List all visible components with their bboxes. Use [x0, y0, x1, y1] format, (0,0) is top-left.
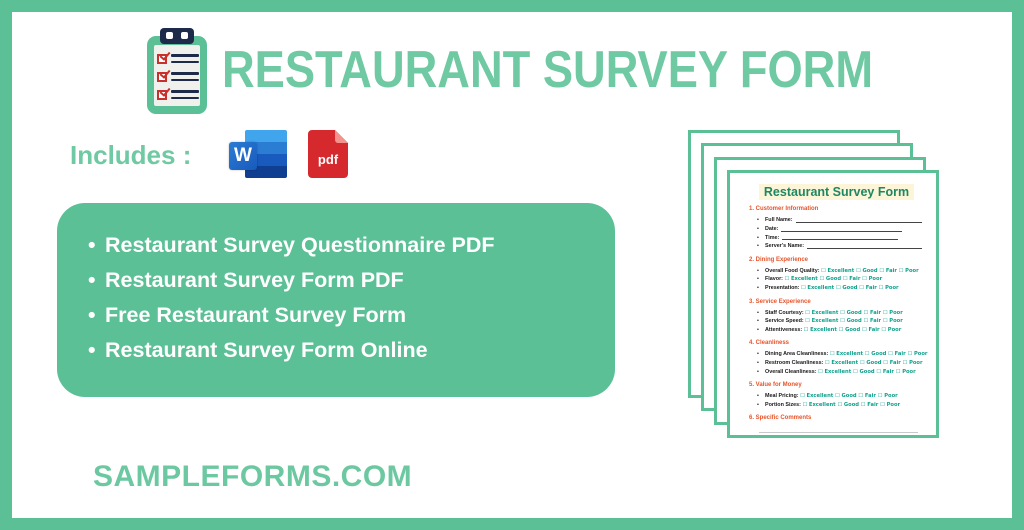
doc-rating-options: ☐ Excellent ☐ Good ☐ Fair ☐ Poor — [805, 309, 903, 316]
doc-rating-label: Dining Area Cleanliness: — [765, 351, 830, 358]
doc-rating-row: Overall Cleanliness: ☐ Excellent ☐ Good … — [757, 368, 924, 377]
doc-field-row: Full Name: — [757, 216, 924, 225]
doc-rating-row: Attentiveness: ☐ Excellent ☐ Good ☐ Fair… — [757, 326, 924, 335]
doc-field-row: Date: — [757, 225, 924, 234]
comments-line — [759, 432, 918, 434]
word-file-icon: W — [227, 130, 287, 178]
website-brand: SAMPLEFORMS.COM — [93, 460, 413, 493]
doc-rating-label: Attentiveness: — [765, 326, 804, 333]
doc-rating-list: Overall Food Quality: ☐ Excellent ☐ Good… — [749, 267, 924, 293]
doc-rating-options: ☐ Excellent ☐ Good ☐ Fair ☐ Poor — [818, 368, 916, 375]
text-lines — [171, 90, 199, 99]
doc-rating-row: Restroom Cleanliness: ☐ Excellent ☐ Good… — [757, 359, 924, 368]
doc-field-row: Time: — [757, 234, 924, 243]
checklist-row — [157, 70, 199, 83]
pdf-folded-corner — [335, 130, 348, 143]
doc-rating-options: ☐ Excellent ☐ Good ☐ Fair ☐ Poor — [784, 276, 883, 283]
highlight-item: Restaurant Survey Questionnaire PDF — [88, 228, 495, 263]
checklist-row — [157, 52, 199, 65]
page-title: RESTAURANT SURVEY FORM — [222, 41, 874, 99]
doc-rating-label: Flavor: — [765, 276, 785, 283]
document-preview-stack: Restaurant Survey Form 1. Customer Infor… — [688, 130, 948, 442]
doc-rating-row: Presentation: ☐ Excellent ☐ Good ☐ Fair … — [757, 284, 924, 293]
clipboard-checklist-rows — [157, 52, 199, 101]
doc-rating-row: Dining Area Cleanliness: ☐ Excellent ☐ G… — [757, 350, 927, 359]
doc-field-label: Server's Name: — [765, 243, 805, 250]
doc-rating-options: ☐ Excellent ☐ Good ☐ Fair ☐ Poor — [821, 267, 919, 274]
doc-rating-options: ☐ Excellent ☐ Good ☐ Fair ☐ Poor — [803, 326, 902, 333]
word-icon-letter: W — [229, 142, 257, 170]
highlights-list: Restaurant Survey Questionnaire PDFResta… — [88, 228, 495, 368]
doc-rating-row: Flavor: ☐ Excellent ☐ Good ☐ Fair ☐ Poor — [757, 275, 924, 284]
doc-rating-row: Staff Courtesy: ☐ Excellent ☐ Good ☐ Fai… — [757, 309, 924, 318]
doc-rating-list: Dining Area Cleanliness: ☐ Excellent ☐ G… — [749, 350, 927, 377]
doc-section-heading: 4. Cleanliness — [749, 340, 790, 347]
doc-rating-row: Meal Pricing: ☐ Excellent ☐ Good ☐ Fair … — [757, 392, 924, 401]
document-body: 1. Customer Information Full Name:Date: Ti… — [749, 206, 927, 434]
doc-field-label: Time: — [765, 234, 780, 241]
doc-rating-row: Overall Food Quality: ☐ Excellent ☐ Good… — [757, 267, 924, 276]
doc-rating-options: ☐ Excellent ☐ Good ☐ Fair ☐ Poor — [824, 359, 923, 366]
doc-rating-row: Service Speed: ☐ Excellent ☐ Good ☐ Fair… — [757, 317, 924, 326]
checked-checkbox-icon — [157, 89, 167, 100]
doc-rating-label: Portion Sizes: — [765, 401, 803, 408]
doc-rating-label: Service Speed: — [765, 318, 806, 325]
doc-field-label: Full Name: — [765, 217, 793, 224]
document-page: Restaurant Survey Form 1. Customer Infor… — [727, 170, 939, 438]
doc-rating-options: ☐ Excellent ☐ Good ☐ Fair ☐ Poor — [802, 401, 901, 408]
highlight-item: Free Restaurant Survey Form — [88, 298, 495, 333]
highlight-item: Restaurant Survey Form PDF — [88, 263, 495, 298]
doc-rating-row: Portion Sizes: ☐ Excellent ☐ Good ☐ Fair… — [757, 401, 924, 410]
clipboard-clip — [160, 28, 194, 44]
document-title: Restaurant Survey Form — [758, 184, 915, 201]
includes-label: Includes : — [70, 140, 192, 170]
doc-section-heading: 1. Customer Information — [749, 206, 819, 213]
doc-rating-options: ☐ Excellent ☐ Good ☐ Fair ☐ Poor — [829, 351, 928, 358]
doc-rating-label: Meal Pricing: — [765, 393, 801, 400]
doc-rating-label: Staff Courtesy: — [765, 309, 806, 316]
clipboard-checklist-icon — [146, 28, 210, 116]
doc-section-heading: 5. Value for Money — [749, 382, 802, 389]
checked-checkbox-icon — [157, 53, 167, 64]
doc-blank-line — [807, 247, 922, 249]
doc-rating-label: Presentation: — [765, 284, 801, 291]
doc-rating-label: Overall Food Quality: — [765, 267, 822, 274]
highlights-box: Restaurant Survey Questionnaire PDFResta… — [57, 203, 615, 397]
doc-field-label: Date: — [765, 225, 779, 232]
highlight-item: Restaurant Survey Form Online — [88, 333, 495, 368]
doc-rating-list: Staff Courtesy: ☐ Excellent ☐ Good ☐ Fai… — [749, 309, 924, 335]
checked-checkbox-icon — [157, 71, 167, 82]
text-lines — [171, 72, 199, 81]
doc-rating-list: Meal Pricing: ☐ Excellent ☐ Good ☐ Fair … — [749, 392, 924, 409]
doc-rating-label: Restroom Cleanliness: — [765, 359, 825, 366]
doc-field-row: Server's Name: — [757, 242, 924, 251]
doc-section-heading: 6. Specific Comments — [749, 415, 812, 422]
checklist-row — [157, 88, 199, 101]
doc-rating-options: ☐ Excellent ☐ Good ☐ Fair ☐ Poor — [805, 318, 903, 325]
doc-blank-line — [782, 239, 898, 241]
doc-rating-options: ☐ Excellent ☐ Good ☐ Fair ☐ Poor — [800, 393, 898, 400]
doc-field-list: Full Name:Date: Time: Server's Name: — [749, 216, 924, 250]
doc-rating-label: Overall Cleanliness: — [765, 368, 819, 375]
pdf-file-icon: pdf — [308, 130, 348, 178]
doc-section-heading: 2. Dining Experience — [749, 256, 809, 263]
doc-blank-line — [781, 230, 902, 232]
doc-blank-line — [795, 221, 922, 223]
doc-section-heading: 3. Service Experience — [749, 298, 811, 305]
pdf-icon-label: pdf — [317, 152, 339, 167]
doc-rating-options: ☐ Excellent ☐ Good ☐ Fair ☐ Poor — [800, 284, 899, 291]
text-lines — [171, 54, 199, 63]
